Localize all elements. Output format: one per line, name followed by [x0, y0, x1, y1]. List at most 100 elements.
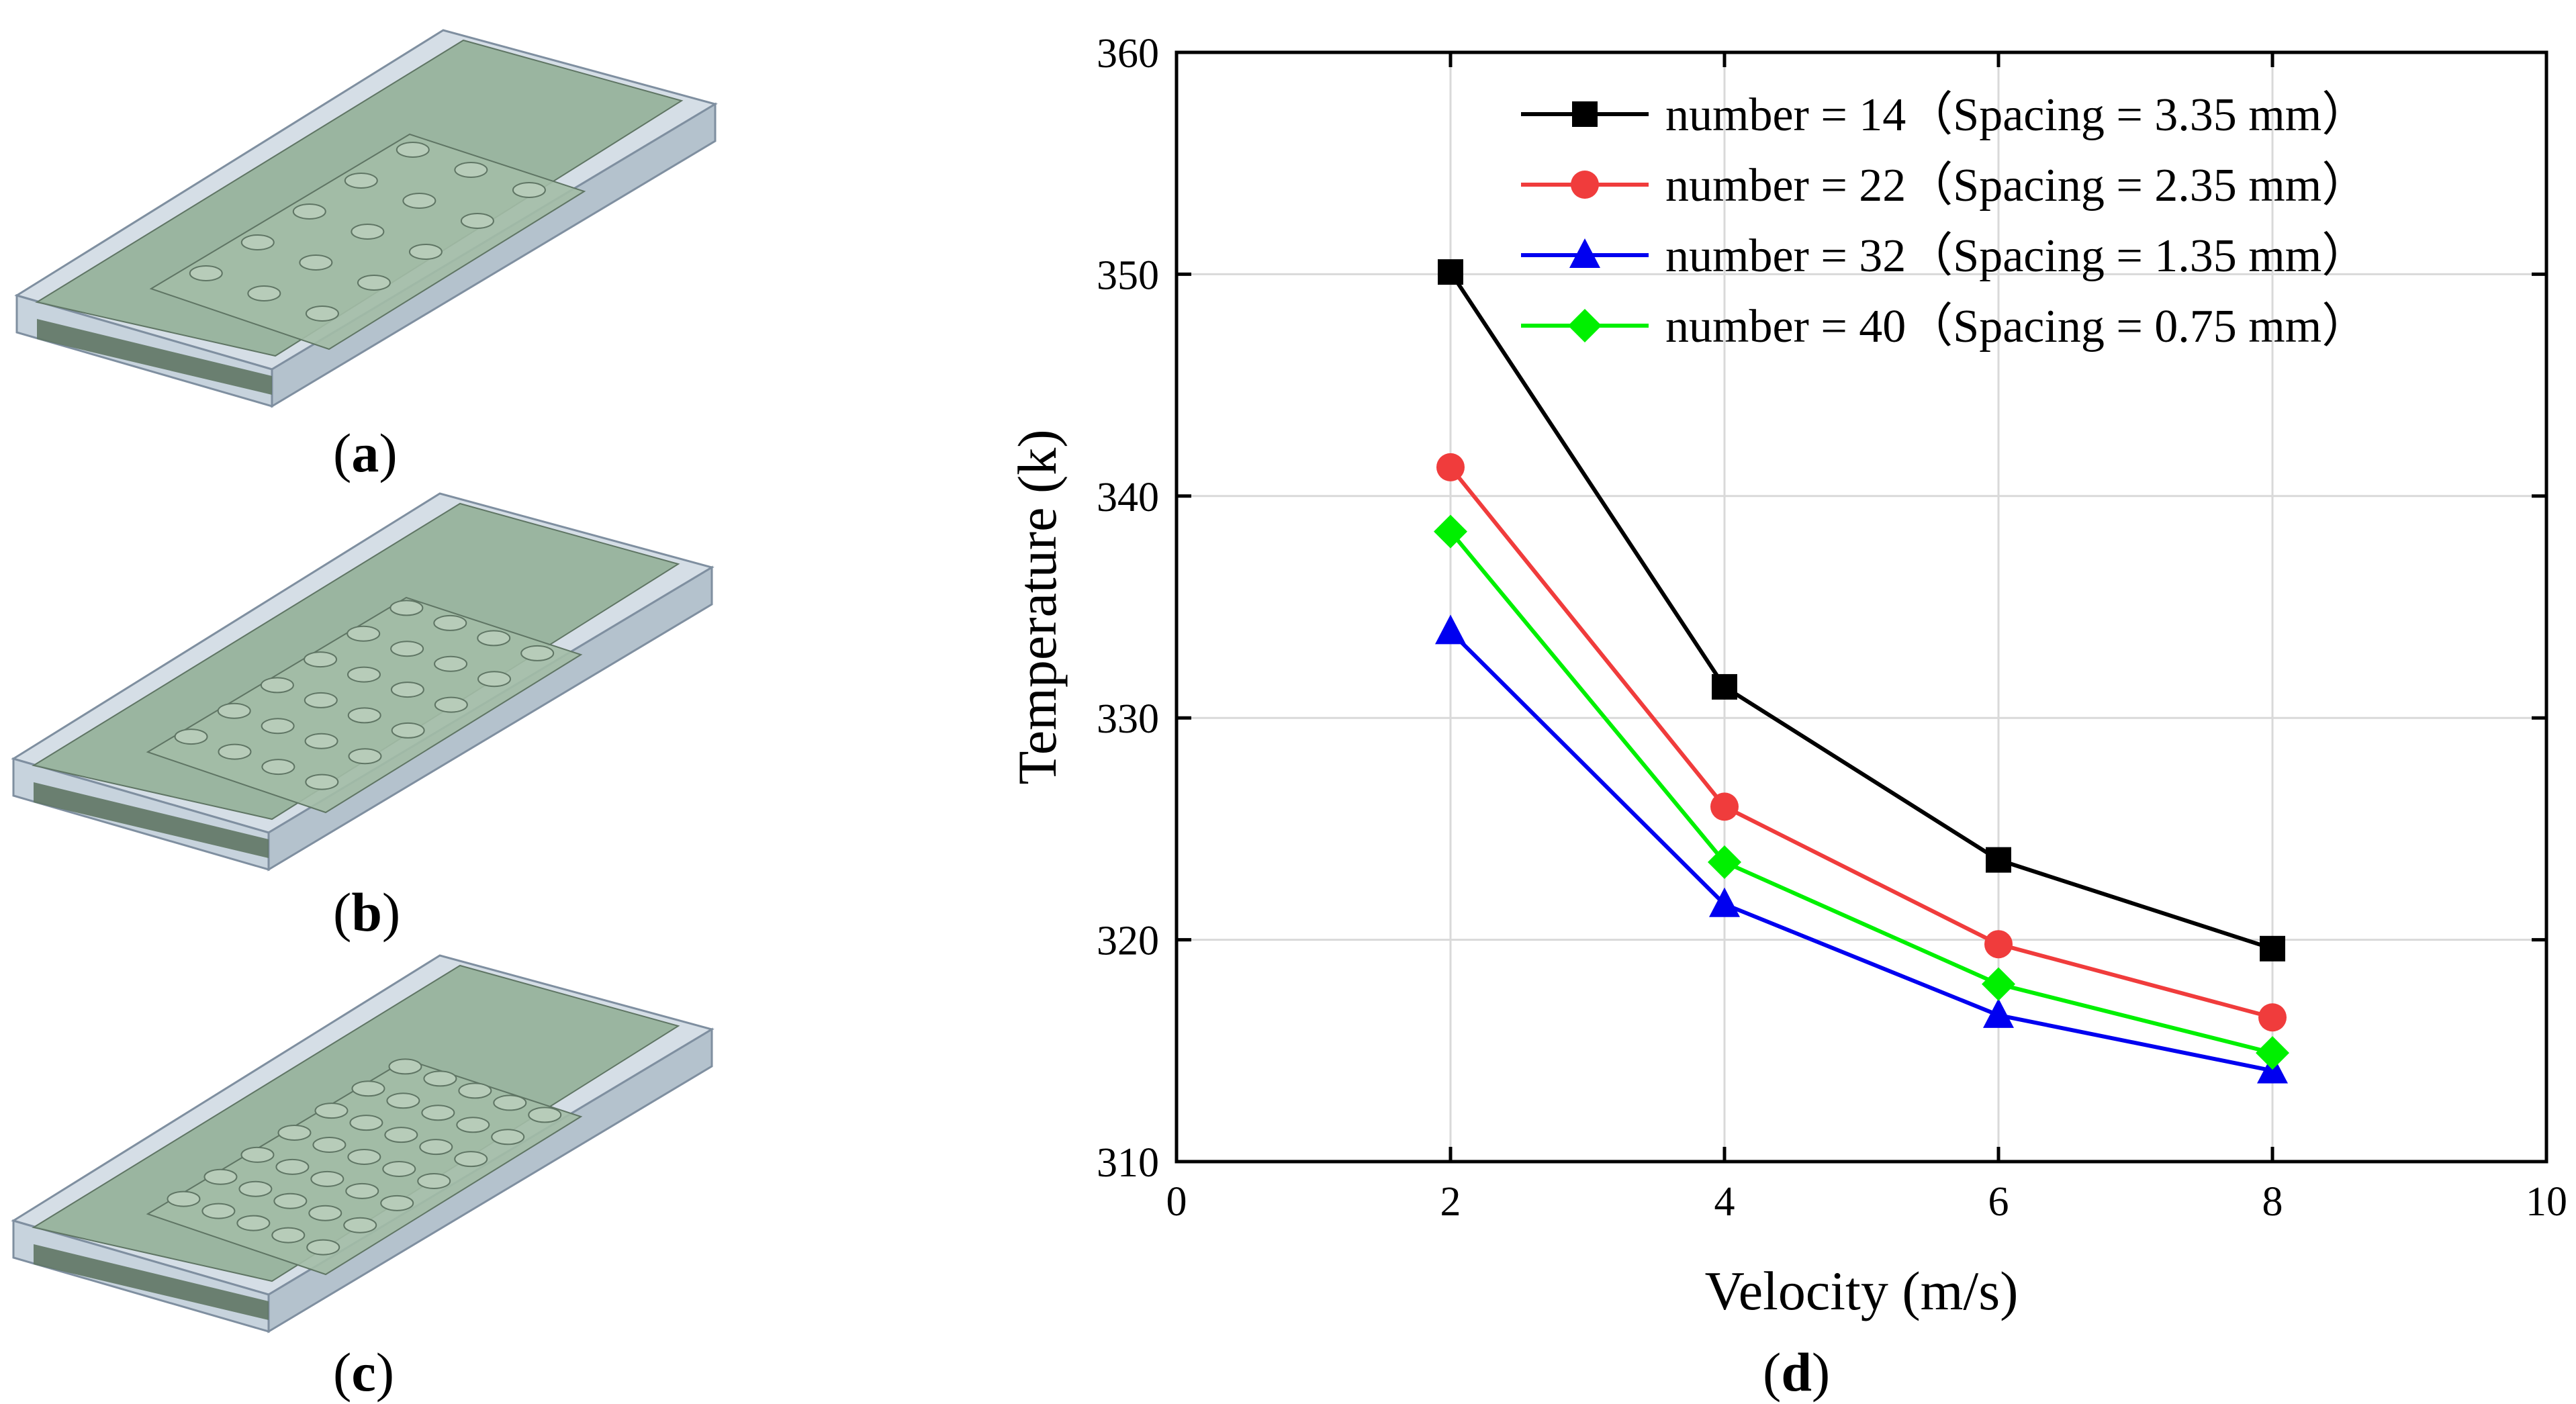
pin-fin — [308, 1205, 342, 1221]
pin-fin — [357, 275, 391, 291]
series-4 — [1434, 514, 2289, 1070]
pin-fin — [261, 759, 295, 776]
data-point — [1709, 887, 1740, 917]
legend-label: number = 14（Spacing = 3.35 mm） — [1665, 89, 2368, 141]
plot-frame — [1175, 50, 2548, 1164]
fin-block — [146, 596, 583, 814]
legend-label: number = 40（Spacing = 0.75 mm） — [1665, 301, 2368, 353]
series-line — [1448, 271, 2273, 951]
legend-label: number = 22（Spacing = 2.35 mm） — [1665, 160, 2368, 212]
pin-fin — [386, 1092, 420, 1109]
pin-fin — [273, 1192, 308, 1209]
pin-fin — [477, 630, 511, 647]
series-1 — [1438, 259, 2285, 962]
x-tick-label: 2 — [1440, 1179, 1461, 1225]
pin-fin — [454, 1151, 488, 1168]
pin-fin — [304, 733, 338, 749]
panel-label-c: (c) — [333, 1342, 395, 1403]
pin-fin — [390, 641, 424, 657]
pin-fin — [236, 1215, 271, 1231]
pin-fin — [344, 173, 378, 189]
pin-fin — [434, 696, 468, 713]
legend-item: number = 32（Spacing = 1.35 mm） — [1521, 230, 2368, 282]
data-point — [1983, 998, 2014, 1028]
legend-label: number = 32（Spacing = 1.35 mm） — [1665, 230, 2368, 282]
data-point — [2256, 1036, 2289, 1070]
data-point — [1436, 453, 1465, 481]
data-point — [1986, 847, 2011, 873]
y-tick-label: 330 — [1097, 696, 1159, 742]
series-3 — [1435, 614, 2288, 1084]
legend-item: number = 40（Spacing = 0.75 mm） — [1521, 301, 2368, 353]
pin-fin — [434, 655, 468, 672]
legend-marker — [1569, 238, 1600, 268]
pin-fin — [347, 1149, 381, 1165]
y-tick-label: 360 — [1097, 31, 1159, 77]
model-b-heat-sink — [11, 492, 715, 872]
pin-fin — [271, 1227, 306, 1244]
data-point — [1984, 930, 2013, 959]
data-point — [1435, 614, 1466, 645]
pin-fin — [402, 193, 436, 209]
panel-label-b: (b) — [333, 882, 401, 943]
pin-fin — [349, 1115, 383, 1131]
pin-fin — [312, 1137, 347, 1153]
series-2 — [1436, 453, 2287, 1032]
data-point — [2258, 1003, 2287, 1032]
pin-fin — [347, 707, 381, 724]
pin-fin — [174, 729, 208, 745]
series-line — [1448, 630, 2273, 1073]
pin-fin — [520, 645, 555, 661]
pin-fin — [491, 1129, 525, 1145]
pin-fin — [217, 702, 251, 719]
pin-fin — [261, 718, 295, 735]
chart-series — [1434, 259, 2289, 1084]
pin-fin — [304, 651, 338, 668]
temperature-chart: 0 2 4 6 8 10 310 320 330 340 350 360 number = 14（Sp… — [1007, 31, 2567, 1321]
x-tick-label: 4 — [1714, 1179, 1735, 1225]
pin-fin — [460, 213, 494, 229]
pin-fin — [305, 774, 339, 790]
pin-fin — [423, 1070, 457, 1087]
x-tick-label: 8 — [2262, 1179, 2283, 1225]
y-tick-label: 340 — [1097, 475, 1159, 520]
legend-item: number = 22（Spacing = 2.35 mm） — [1521, 160, 2368, 212]
pin-fin — [528, 1107, 562, 1123]
pin-fin — [382, 1161, 416, 1177]
y-tick-label: 320 — [1097, 919, 1159, 964]
pin-fin — [454, 162, 488, 178]
pin-fin — [512, 182, 546, 198]
pin-fin — [351, 224, 385, 240]
inlet-channel — [34, 1244, 269, 1320]
pin-fin — [306, 1239, 340, 1256]
data-point — [1712, 673, 1737, 700]
pin-fin — [456, 1117, 490, 1133]
pin-fin — [348, 748, 382, 765]
pin-fin — [275, 1158, 310, 1175]
pin-fin — [458, 1082, 492, 1099]
pin-fin — [493, 1094, 527, 1111]
chart-grid — [1177, 52, 2546, 1162]
data-point — [1434, 514, 1467, 549]
legend-marker — [1571, 171, 1599, 199]
pin-fin — [260, 677, 294, 694]
pin-fin — [417, 1173, 451, 1189]
inlet-channel — [37, 319, 272, 395]
panel-label-d: (d) — [1763, 1342, 1831, 1403]
data-point — [1708, 845, 1741, 879]
pin-fin — [167, 1190, 201, 1207]
pin-fin — [408, 244, 443, 260]
pin-fin — [351, 1080, 385, 1097]
x-axis-label: Velocity (m/s) — [1705, 1260, 2019, 1321]
pin-fin — [396, 142, 430, 158]
pin-fin — [347, 625, 381, 642]
model-c-heat-sink — [11, 954, 715, 1333]
pin-fin — [347, 666, 381, 683]
series-line — [1448, 465, 2273, 1020]
pin-fin — [247, 285, 281, 301]
pin-fin — [292, 203, 326, 220]
panel-label-a: (a) — [333, 422, 398, 483]
pin-fin — [238, 1180, 273, 1197]
pin-fin — [189, 265, 223, 281]
